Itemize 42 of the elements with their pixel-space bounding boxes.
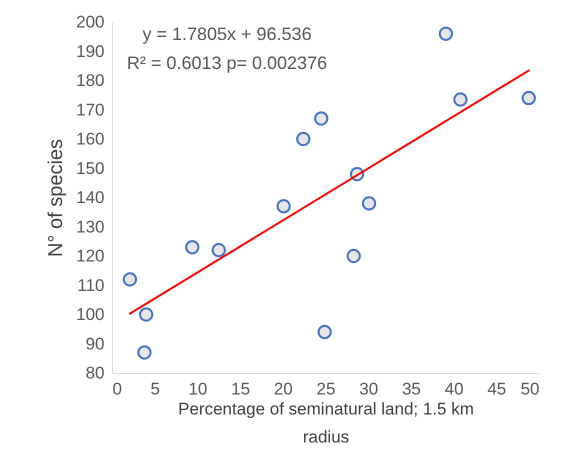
point <box>139 307 154 322</box>
x-tick-label: 25 <box>316 380 336 398</box>
x-tick-label: 0 <box>112 380 122 398</box>
point <box>276 199 291 214</box>
point <box>346 248 361 264</box>
point <box>362 196 376 210</box>
point <box>137 345 152 360</box>
point <box>296 132 310 146</box>
x-tick-label: 40 <box>444 380 464 398</box>
y-tick-label: 100 <box>76 305 104 324</box>
x-tick-label: 35 <box>402 380 421 398</box>
y-tick-label: 110 <box>77 276 104 295</box>
point <box>122 272 138 287</box>
x-tick-label: 10 <box>188 380 208 398</box>
point <box>318 324 332 340</box>
y-tick-label: 170 <box>76 100 104 120</box>
point <box>522 90 536 106</box>
x-tick-label: 15 <box>231 380 250 398</box>
y-tick-label: 140 <box>76 188 104 207</box>
x-tick-label: 45 <box>487 380 506 398</box>
point <box>212 243 226 258</box>
point <box>314 111 328 126</box>
y-tick-label: 80 <box>86 364 104 382</box>
y-tick-label: 130 <box>76 217 104 236</box>
point <box>453 92 468 107</box>
y-tick-label: 120 <box>76 246 104 266</box>
y-tick-label: 90 <box>86 334 104 354</box>
x-tick-label: 5 <box>150 380 160 398</box>
y-tick-label: 160 <box>76 130 104 148</box>
annotation: R² = 0.6013 p= 0.002376 <box>126 53 328 73</box>
x-tick-label: 30 <box>359 380 378 398</box>
y-axis-title: N° of species <box>45 138 68 258</box>
x-tick-label: 50 <box>520 380 540 398</box>
y-tick-label: 190 <box>76 42 104 61</box>
y-tick-label: 180 <box>76 71 104 90</box>
annotation: y = 1.7805x + 96.536 <box>142 24 312 44</box>
y-tick-label: 200 <box>76 12 104 32</box>
x-tick-label: 20 <box>274 380 293 398</box>
y-tick-label: 150 <box>76 158 104 178</box>
x-axis-title: Percentage of seminatural land; 1.5 km radius <box>178 400 474 446</box>
point <box>185 240 200 254</box>
point <box>438 26 454 41</box>
